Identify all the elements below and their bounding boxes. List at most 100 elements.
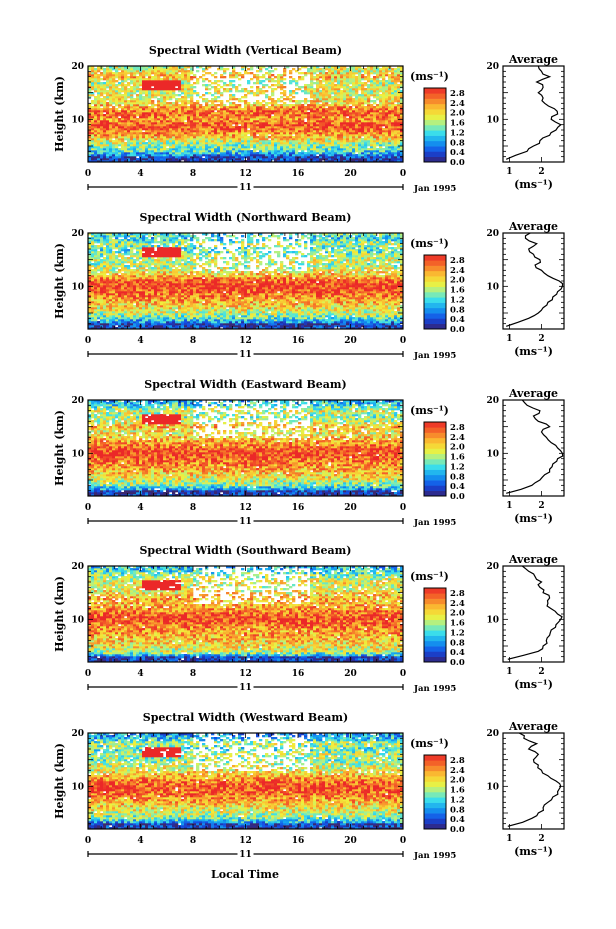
x-tick-label: 16 xyxy=(292,836,305,846)
colorbar-unit: (ms⁻¹) xyxy=(410,70,449,83)
colorbar-swatch xyxy=(424,480,446,486)
colorbar-swatch xyxy=(424,787,446,793)
colorbar-unit: (ms⁻¹) xyxy=(410,570,449,583)
colorbar-swatch xyxy=(424,427,446,433)
colorbar-tick-label: 2.4 xyxy=(450,766,465,776)
colorbar-unit: (ms⁻¹) xyxy=(410,237,449,250)
date-label: Jan 1995 xyxy=(413,351,456,361)
colorbar-swatch xyxy=(424,609,446,615)
date-label: Jan 1995 xyxy=(413,184,456,194)
day-label: 11 xyxy=(239,850,252,860)
heatmap-cells xyxy=(88,566,403,662)
colorbar-swatch xyxy=(424,125,446,131)
colorbar-swatch xyxy=(424,766,446,772)
x-tick-label: 12 xyxy=(239,169,252,179)
profile-x-tick-label: 1 xyxy=(506,834,512,844)
colorbar-swatch xyxy=(424,657,446,663)
colorbar-tick-label: 0.8 xyxy=(450,472,465,482)
colorbar-swatch xyxy=(424,287,446,293)
panel-title: Spectral Width (Westward Beam) xyxy=(143,711,348,724)
x-tick-label: 4 xyxy=(137,836,143,846)
colorbar-tick-label: 2.4 xyxy=(450,99,465,109)
colorbar-tick-label: 2.4 xyxy=(450,433,465,443)
profile-y-tick-label: 20 xyxy=(486,396,499,406)
colorbar-tick-label: 1.2 xyxy=(450,128,465,138)
x-tick-label: 8 xyxy=(190,503,196,513)
colorbar-swatch xyxy=(424,818,446,824)
x-tick-label: 4 xyxy=(137,336,143,346)
x-tick-label: 20 xyxy=(344,336,357,346)
x-tick-label: 0 xyxy=(400,169,406,179)
colorbar-swatch xyxy=(424,604,446,610)
y-axis-label: Height (km) xyxy=(53,576,66,652)
x-tick-label: 16 xyxy=(292,169,305,179)
colorbar-tick-label: 2.4 xyxy=(450,599,465,609)
colorbar-tick-label: 0.0 xyxy=(450,658,465,668)
x-tick-label: 20 xyxy=(344,836,357,846)
colorbar-swatch xyxy=(424,625,446,631)
panel-title: Spectral Width (Southward Beam) xyxy=(139,544,351,557)
x-tick-label: 0 xyxy=(85,836,91,846)
colorbar: (ms⁻¹)2.82.42.01.61.20.80.40.0 xyxy=(410,237,465,335)
colorbar: (ms⁻¹)2.82.42.01.61.20.80.40.0 xyxy=(410,404,465,502)
colorbar-swatch xyxy=(424,324,446,330)
panel-5: Spectral Width (Westward Beam) 1 0 20 Height… xyxy=(53,711,564,861)
colorbar-swatch xyxy=(424,157,446,163)
profile-x-tick-label: 2 xyxy=(538,334,544,344)
colorbar-tick-label: 0.4 xyxy=(450,815,465,825)
colorbar-unit: (ms⁻¹) xyxy=(410,404,449,417)
profile-line xyxy=(506,233,562,326)
profile-x-tick-label: 2 xyxy=(538,167,544,177)
colorbar: (ms⁻¹)2.82.42.01.61.20.80.40.0 xyxy=(410,70,465,168)
profile-x-label: (ms⁻¹) xyxy=(514,845,553,858)
colorbar-swatch xyxy=(424,781,446,787)
profile-line xyxy=(508,566,562,659)
colorbar-tick-label: 0.8 xyxy=(450,138,465,148)
colorbar-swatch xyxy=(424,281,446,287)
colorbar-tick-label: 2.8 xyxy=(450,756,465,766)
colorbar-swatch xyxy=(424,776,446,782)
colorbar-swatch xyxy=(424,303,446,309)
profile-x-label: (ms⁻¹) xyxy=(514,512,553,525)
profile-line xyxy=(506,66,561,159)
date-label: Jan 1995 xyxy=(413,518,456,528)
profile-x-tick-label: 1 xyxy=(506,667,512,677)
heatmap-cells xyxy=(88,66,403,162)
panel-title: Spectral Width (Vertical Beam) xyxy=(149,44,342,57)
colorbar-tick-label: 0.4 xyxy=(450,648,465,658)
colorbar-swatch xyxy=(424,641,446,647)
x-tick-label: 0 xyxy=(400,336,406,346)
panel-4: Spectral Width (Southward Beam) 10 20 Heigh… xyxy=(53,544,564,694)
colorbar-swatch xyxy=(424,485,446,491)
colorbar-swatch xyxy=(424,255,446,261)
profile-y-tick-label: 10 xyxy=(486,615,499,625)
colorbar-tick-label: 0.0 xyxy=(450,825,465,835)
colorbar-swatch xyxy=(424,599,446,605)
y-tick-label: 10 xyxy=(71,615,84,625)
colorbar-tick-label: 1.2 xyxy=(450,628,465,638)
day-label: 11 xyxy=(239,683,252,693)
y-tick-label: 10 xyxy=(71,282,84,292)
y-axis-label: Height (km) xyxy=(53,243,66,319)
colorbar-swatch xyxy=(424,88,446,94)
profile-line xyxy=(508,733,561,826)
colorbar-tick-label: 2.8 xyxy=(450,256,465,266)
y-tick-label: 20 xyxy=(71,562,84,572)
colorbar-swatch xyxy=(424,318,446,324)
x-tick-label: 0 xyxy=(85,503,91,513)
colorbar-swatch xyxy=(424,292,446,298)
profile-x-label: (ms⁻¹) xyxy=(514,678,553,691)
y-axis-label: Height (km) xyxy=(53,743,66,819)
x-tick-label: 16 xyxy=(292,336,305,346)
colorbar-swatch xyxy=(424,470,446,476)
profile-x-label: (ms⁻¹) xyxy=(514,345,553,358)
colorbar-swatch xyxy=(424,151,446,157)
day-label: 11 xyxy=(239,517,252,527)
panel-3: Spectral Width (Eastward Beam)1020Height… xyxy=(53,378,564,528)
colorbar-swatch xyxy=(424,636,446,642)
colorbar-swatch xyxy=(424,422,446,428)
colorbar-tick-label: 0.0 xyxy=(450,492,465,502)
colorbar-swatch xyxy=(424,130,446,136)
